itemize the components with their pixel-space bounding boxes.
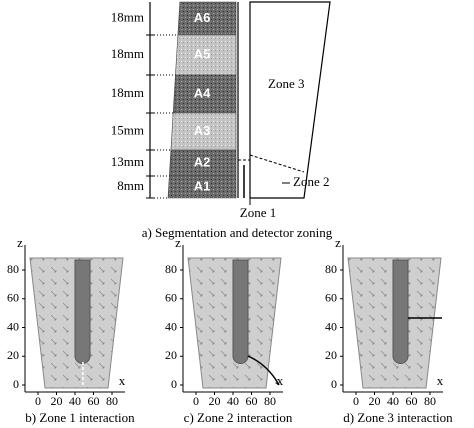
electrode bbox=[392, 259, 409, 364]
y-tick-label: 0 bbox=[13, 377, 19, 391]
zone-label: Zone 1 bbox=[240, 205, 276, 220]
segment-label: A4 bbox=[194, 85, 211, 100]
segment-label: A2 bbox=[194, 154, 211, 169]
y-tick-label: 80 bbox=[7, 262, 19, 276]
axis-label: z bbox=[17, 235, 23, 250]
x-tick-label: 80 bbox=[106, 394, 118, 408]
zone-label: Zone 3 bbox=[268, 76, 304, 91]
x-tick-label: 0 bbox=[353, 394, 359, 408]
electrode bbox=[74, 259, 91, 364]
y-tick-label: 80 bbox=[165, 262, 177, 276]
dimension-label: 18mm bbox=[111, 46, 144, 61]
track bbox=[247, 355, 280, 386]
x-tick-label: 40 bbox=[387, 394, 399, 408]
x-tick-label: 20 bbox=[369, 394, 381, 408]
panel: z x 0 20 40 60 80 0 20 40 60 80 c) Zone 2 interactio… bbox=[165, 235, 293, 425]
y-tick-label: 20 bbox=[7, 348, 19, 362]
x-tick-label: 60 bbox=[246, 394, 258, 408]
caption: d) Zone 3 interaction bbox=[343, 410, 453, 425]
x-tick-label: 40 bbox=[69, 394, 81, 408]
y-tick-label: 20 bbox=[165, 348, 177, 362]
x-tick-label: 20 bbox=[51, 394, 63, 408]
segment-label: A5 bbox=[194, 46, 211, 61]
x-tick-label: 0 bbox=[35, 394, 41, 408]
track-end bbox=[275, 382, 279, 385]
y-tick-label: 20 bbox=[325, 348, 337, 362]
panel: z x 0 20 40 60 80 0 20 40 60 80 d) Zone 3 interactio… bbox=[325, 235, 453, 425]
segment-label: A1 bbox=[194, 178, 211, 193]
x-tick-label: 80 bbox=[264, 394, 276, 408]
axis-label: z bbox=[335, 235, 341, 250]
x-tick-label: 80 bbox=[424, 394, 436, 408]
axis-label: z bbox=[175, 235, 181, 250]
segment-label: A6 bbox=[194, 10, 211, 25]
y-tick-label: 0 bbox=[171, 377, 177, 391]
y-tick-label: 40 bbox=[165, 319, 177, 333]
dimension-label: 13mm bbox=[111, 154, 144, 169]
axis-label: x bbox=[277, 373, 284, 388]
x-tick-label: 0 bbox=[193, 394, 199, 408]
y-tick-label: 60 bbox=[7, 291, 19, 305]
caption: c) Zone 2 interaction bbox=[184, 410, 293, 425]
x-tick-label: 60 bbox=[88, 394, 100, 408]
axis-label: x bbox=[119, 373, 126, 388]
y-tick-label: 60 bbox=[165, 291, 177, 305]
caption: a) Segmentation and detector zoning bbox=[142, 225, 333, 240]
y-tick-label: 80 bbox=[325, 262, 337, 276]
detector-outline bbox=[249, 1, 331, 199]
y-tick-label: 0 bbox=[331, 377, 337, 391]
dimension-label: 18mm bbox=[111, 9, 144, 24]
axis-label: x bbox=[437, 373, 444, 388]
x-tick-label: 60 bbox=[406, 394, 418, 408]
dimension-label: 8mm bbox=[117, 178, 144, 193]
electrode bbox=[232, 259, 249, 364]
y-tick-label: 60 bbox=[325, 291, 337, 305]
panel: z x 0 20 40 60 80 0 20 40 60 80 b) Zone 1 interactio… bbox=[7, 235, 135, 425]
y-tick-label: 40 bbox=[7, 319, 19, 333]
segment-label: A3 bbox=[194, 123, 211, 138]
dimension-label: 18mm bbox=[111, 85, 144, 100]
y-tick-label: 40 bbox=[325, 319, 337, 333]
dimension-label: 15mm bbox=[111, 122, 144, 137]
x-tick-label: 40 bbox=[227, 394, 239, 408]
segment bbox=[167, 175, 237, 199]
zone-label: Zone 2 bbox=[293, 174, 329, 189]
segmentation-diagram: Zone 3 Zone 2 Zone 1 a) Segmentation and… bbox=[111, 1, 333, 240]
x-tick-label: 20 bbox=[209, 394, 221, 408]
caption: b) Zone 1 interaction bbox=[25, 410, 135, 425]
